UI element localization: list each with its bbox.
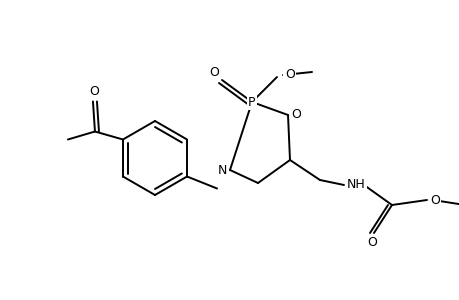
Text: O: O xyxy=(291,109,300,122)
Text: NH: NH xyxy=(346,178,364,191)
Text: O: O xyxy=(89,85,99,98)
Text: P: P xyxy=(248,95,255,109)
Text: O: O xyxy=(285,68,294,80)
Text: N: N xyxy=(217,164,226,176)
Text: O: O xyxy=(366,236,376,250)
Text: O: O xyxy=(429,194,439,206)
Text: O: O xyxy=(208,65,218,79)
